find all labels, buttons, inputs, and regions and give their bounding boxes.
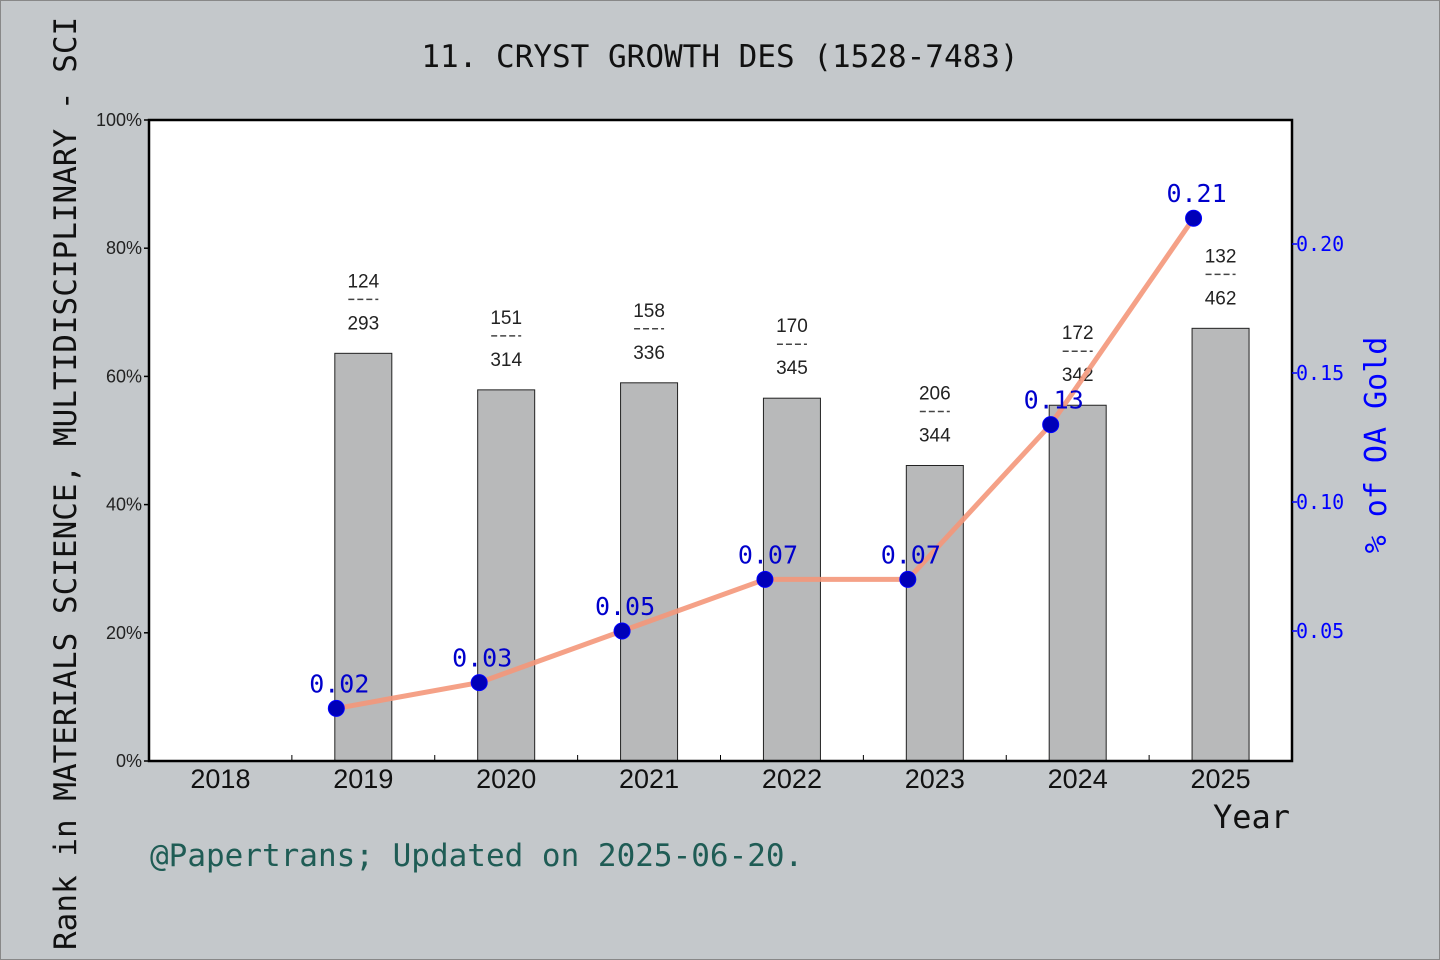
x-axis-label: Year	[1213, 798, 1290, 836]
right-axis-label: % of OA Gold	[1359, 337, 1394, 554]
oa-gold-label-2023: 0.07	[881, 540, 941, 569]
right-axis-ticks: 0.05 0.10 0.15 0.20	[1292, 232, 1344, 643]
oa-gold-label-2020: 0.03	[452, 644, 512, 673]
bar-label-bottom-2022: 345	[776, 358, 808, 379]
left-tick-label-4: 80%	[106, 238, 142, 258]
bar-label-top-2021: 158	[633, 301, 665, 322]
x-tick-label-2020: 2020	[476, 764, 536, 794]
x-tick-label-2023: 2023	[905, 764, 965, 794]
x-tick-label-2024: 2024	[1048, 764, 1108, 794]
oa-gold-point-2020	[470, 674, 488, 692]
left-tick-label-1: 20%	[106, 623, 142, 643]
bar-2025	[1191, 327, 1250, 762]
oa-gold-label-2022: 0.07	[738, 540, 798, 569]
oa-gold-point-2019	[327, 699, 345, 717]
x-tick-label-2019: 2019	[333, 764, 393, 794]
bar-label-bottom-2023: 344	[919, 425, 951, 446]
oa-gold-point-2022	[756, 570, 774, 588]
left-axis-label: Rank in MATERIALS SCIENCE, MULTIDISCIPLI…	[48, 17, 84, 950]
left-tick-label-0: 0%	[116, 751, 142, 771]
bar-2020	[477, 389, 536, 762]
bar-label-bottom-2025: 462	[1205, 288, 1237, 309]
bar-label-top-2025: 132	[1205, 246, 1237, 267]
x-tick-label-2018: 2018	[190, 764, 250, 794]
x-axis-ticks: 2018 2019 2020 2021 2022 2023 2024 2025	[190, 755, 1251, 794]
oa-gold-point-2023	[899, 570, 917, 588]
oa-gold-label-2021: 0.05	[595, 592, 655, 621]
bar-2023	[905, 464, 964, 762]
right-tick-label-2: 0.15	[1296, 361, 1344, 385]
bar-2021	[620, 382, 679, 762]
left-axis-ticks: 0% 20% 40% 60% 80% 100%	[96, 110, 149, 771]
bar-label-top-2023: 206	[919, 383, 951, 404]
left-tick-label-5: 100%	[96, 110, 142, 130]
x-tick-label-2021: 2021	[619, 764, 679, 794]
bar-label-bottom-2019: 293	[347, 313, 379, 334]
oa-gold-point-2024	[1042, 416, 1060, 434]
bar-label-top-2022: 170	[776, 316, 808, 337]
oa-gold-point-2025	[1185, 209, 1203, 227]
bar-label-top-2020: 151	[490, 308, 522, 329]
bar-label-top-2019: 124	[347, 271, 379, 292]
oa-gold-point-2021	[613, 622, 631, 640]
plot-area	[149, 120, 1292, 761]
footer-note: @Papertrans; Updated on 2025-06-20.	[150, 838, 803, 874]
chart-title: 11. CRYST GROWTH DES (1528-7483)	[421, 39, 1018, 75]
x-tick-label-2022: 2022	[762, 764, 822, 794]
right-tick-label-1: 0.10	[1296, 490, 1344, 514]
bar-2019	[334, 352, 393, 762]
bar-label-bottom-2021: 336	[633, 343, 665, 364]
bar-label-top-2024: 172	[1062, 323, 1094, 344]
oa-gold-label-2025: 0.21	[1166, 179, 1226, 208]
left-tick-label-3: 60%	[106, 366, 142, 386]
bar-2024	[1048, 404, 1107, 762]
bar-label-bottom-2020: 314	[490, 350, 522, 371]
right-tick-label-0: 0.05	[1296, 619, 1344, 643]
oa-gold-series: 0.02 0.03 0.05 0.07 0.07 0.13 0.21	[309, 179, 1227, 717]
x-tick-label-2025: 2025	[1191, 764, 1251, 794]
oa-gold-label-2019: 0.02	[309, 669, 369, 698]
right-tick-label-3: 0.20	[1296, 232, 1344, 256]
left-tick-label-2: 40%	[106, 495, 142, 515]
oa-gold-label-2024: 0.13	[1024, 386, 1084, 415]
